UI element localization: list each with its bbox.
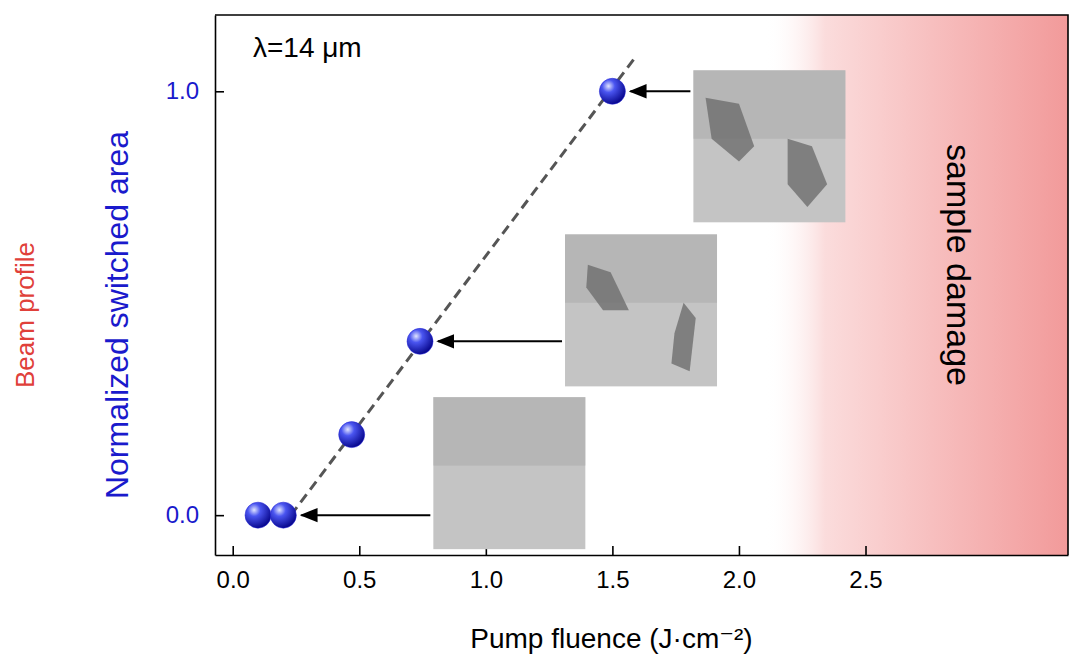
x-axis-title: Pump fluence (J·cm⁻²) [470, 623, 752, 654]
marks [245, 57, 635, 528]
x-axis: 0.0 0.5 1.0 1.5 2.0 2.5 [216, 546, 1069, 593]
x-tick-mark [865, 546, 867, 555]
y-tick: 1.0 [166, 77, 224, 104]
y-tick-mark [215, 91, 224, 93]
inset-arrow [630, 90, 690, 92]
inset-image [630, 70, 845, 222]
x-tick: 0.0 [217, 546, 250, 593]
inset-domain [706, 98, 755, 162]
y-tick-mark [215, 515, 224, 517]
y-axis: 0.0 1.0 [166, 16, 224, 556]
x-tick-mark [232, 546, 234, 555]
inset-image [438, 234, 717, 386]
x-tick-label: 2.0 [723, 566, 756, 593]
x-tick-mark [739, 546, 741, 555]
data-point [339, 422, 365, 448]
inset-domain [586, 265, 629, 311]
inset-arrow [438, 340, 562, 342]
x-tick: 1.5 [596, 546, 629, 593]
x-tick-label: 2.5 [849, 566, 882, 593]
x-tick-label: 1.0 [470, 566, 503, 593]
x-tick-label: 1.5 [596, 566, 629, 593]
x-tick-label: 0.5 [343, 566, 376, 593]
x-tick-mark [359, 546, 361, 555]
data-point [245, 502, 271, 528]
y-tick: 0.0 [166, 501, 224, 528]
chart: sample damage 0.0 0.5 1.0 1.5 2.0 2.5 0.0 1.0 Pum… [0, 0, 1079, 670]
y-tick-label: 1.0 [166, 77, 199, 104]
inset-background [565, 234, 717, 386]
y-tick-label: 0.0 [166, 501, 199, 528]
inset-arrow [301, 514, 430, 516]
inset-domain [671, 303, 695, 371]
annotation: λ=14 μm [253, 32, 362, 63]
x-tick-label: 0.0 [217, 566, 250, 593]
y-axis-title: Normalized switched area [99, 131, 135, 499]
x-tick: 0.5 [343, 546, 376, 593]
inset-image [301, 397, 585, 549]
plot-frame [215, 15, 1068, 555]
inset-domain [788, 139, 828, 207]
x-axis-line [216, 555, 1069, 557]
inset-background [693, 70, 845, 222]
inset-background [433, 397, 585, 549]
data-point [407, 328, 433, 354]
insets [301, 70, 845, 549]
x-tick: 1.0 [470, 546, 503, 593]
x-tick: 2.0 [723, 546, 756, 593]
x-tick: 2.5 [849, 546, 882, 593]
fit-line [291, 57, 635, 515]
inset-shade [433, 397, 585, 465]
y-axis-line [215, 16, 217, 556]
region-label: sample damage [940, 144, 978, 386]
x-tick-mark [612, 546, 614, 555]
y2-axis-title: Beam profile [10, 242, 40, 388]
data-point [599, 78, 625, 104]
data-point [270, 502, 296, 528]
